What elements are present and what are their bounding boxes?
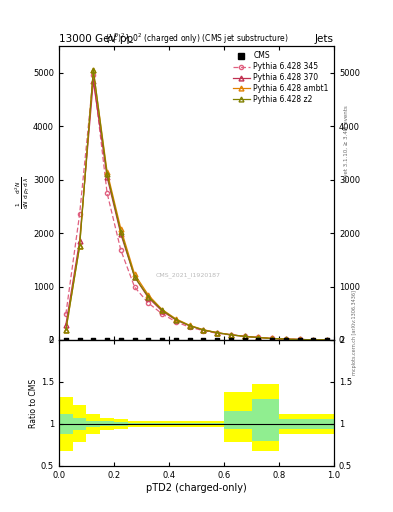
Text: Rivet 3.1.10, ≥ 3.4M events: Rivet 3.1.10, ≥ 3.4M events [344,105,349,182]
Point [187,336,193,344]
Legend: CMS, Pythia 6.428 345, Pythia 6.428 370, Pythia 6.428 ambt1, Pythia 6.428 z2: CMS, Pythia 6.428 345, Pythia 6.428 370,… [231,50,330,105]
Point [145,336,152,344]
X-axis label: pTD2 (charged-only): pTD2 (charged-only) [146,482,247,493]
Text: CMS_2021_I1920187: CMS_2021_I1920187 [156,272,221,278]
Point [324,336,331,344]
Point [90,336,97,344]
Point [159,336,165,344]
Point [63,336,69,344]
Text: Jets: Jets [315,33,334,44]
Point [132,336,138,344]
Y-axis label: Ratio to CMS: Ratio to CMS [29,378,38,428]
Point [214,336,220,344]
Point [269,336,275,344]
Point [297,336,303,344]
Point [173,336,179,344]
Text: 13000 GeV pp: 13000 GeV pp [59,33,133,44]
Point [255,336,262,344]
Y-axis label: $\frac{1}{\mathrm{d}N}\,\frac{\mathrm{d}^2N}{\mathrm{d}\,p_T\,\mathrm{d}\,\lambd: $\frac{1}{\mathrm{d}N}\,\frac{\mathrm{d}… [13,177,31,209]
Point [310,336,317,344]
Point [200,336,207,344]
Text: mcplots.cern.ch [arXiv:1306.3436]: mcplots.cern.ch [arXiv:1306.3436] [352,290,357,375]
Point [228,336,234,344]
Title: $(p_T^D)^2\lambda\_0^2$ (charged only) (CMS jet substructure): $(p_T^D)^2\lambda\_0^2$ (charged only) (… [105,31,288,46]
Point [104,336,110,344]
Point [118,336,124,344]
Point [76,336,83,344]
Point [241,336,248,344]
Point [283,336,289,344]
